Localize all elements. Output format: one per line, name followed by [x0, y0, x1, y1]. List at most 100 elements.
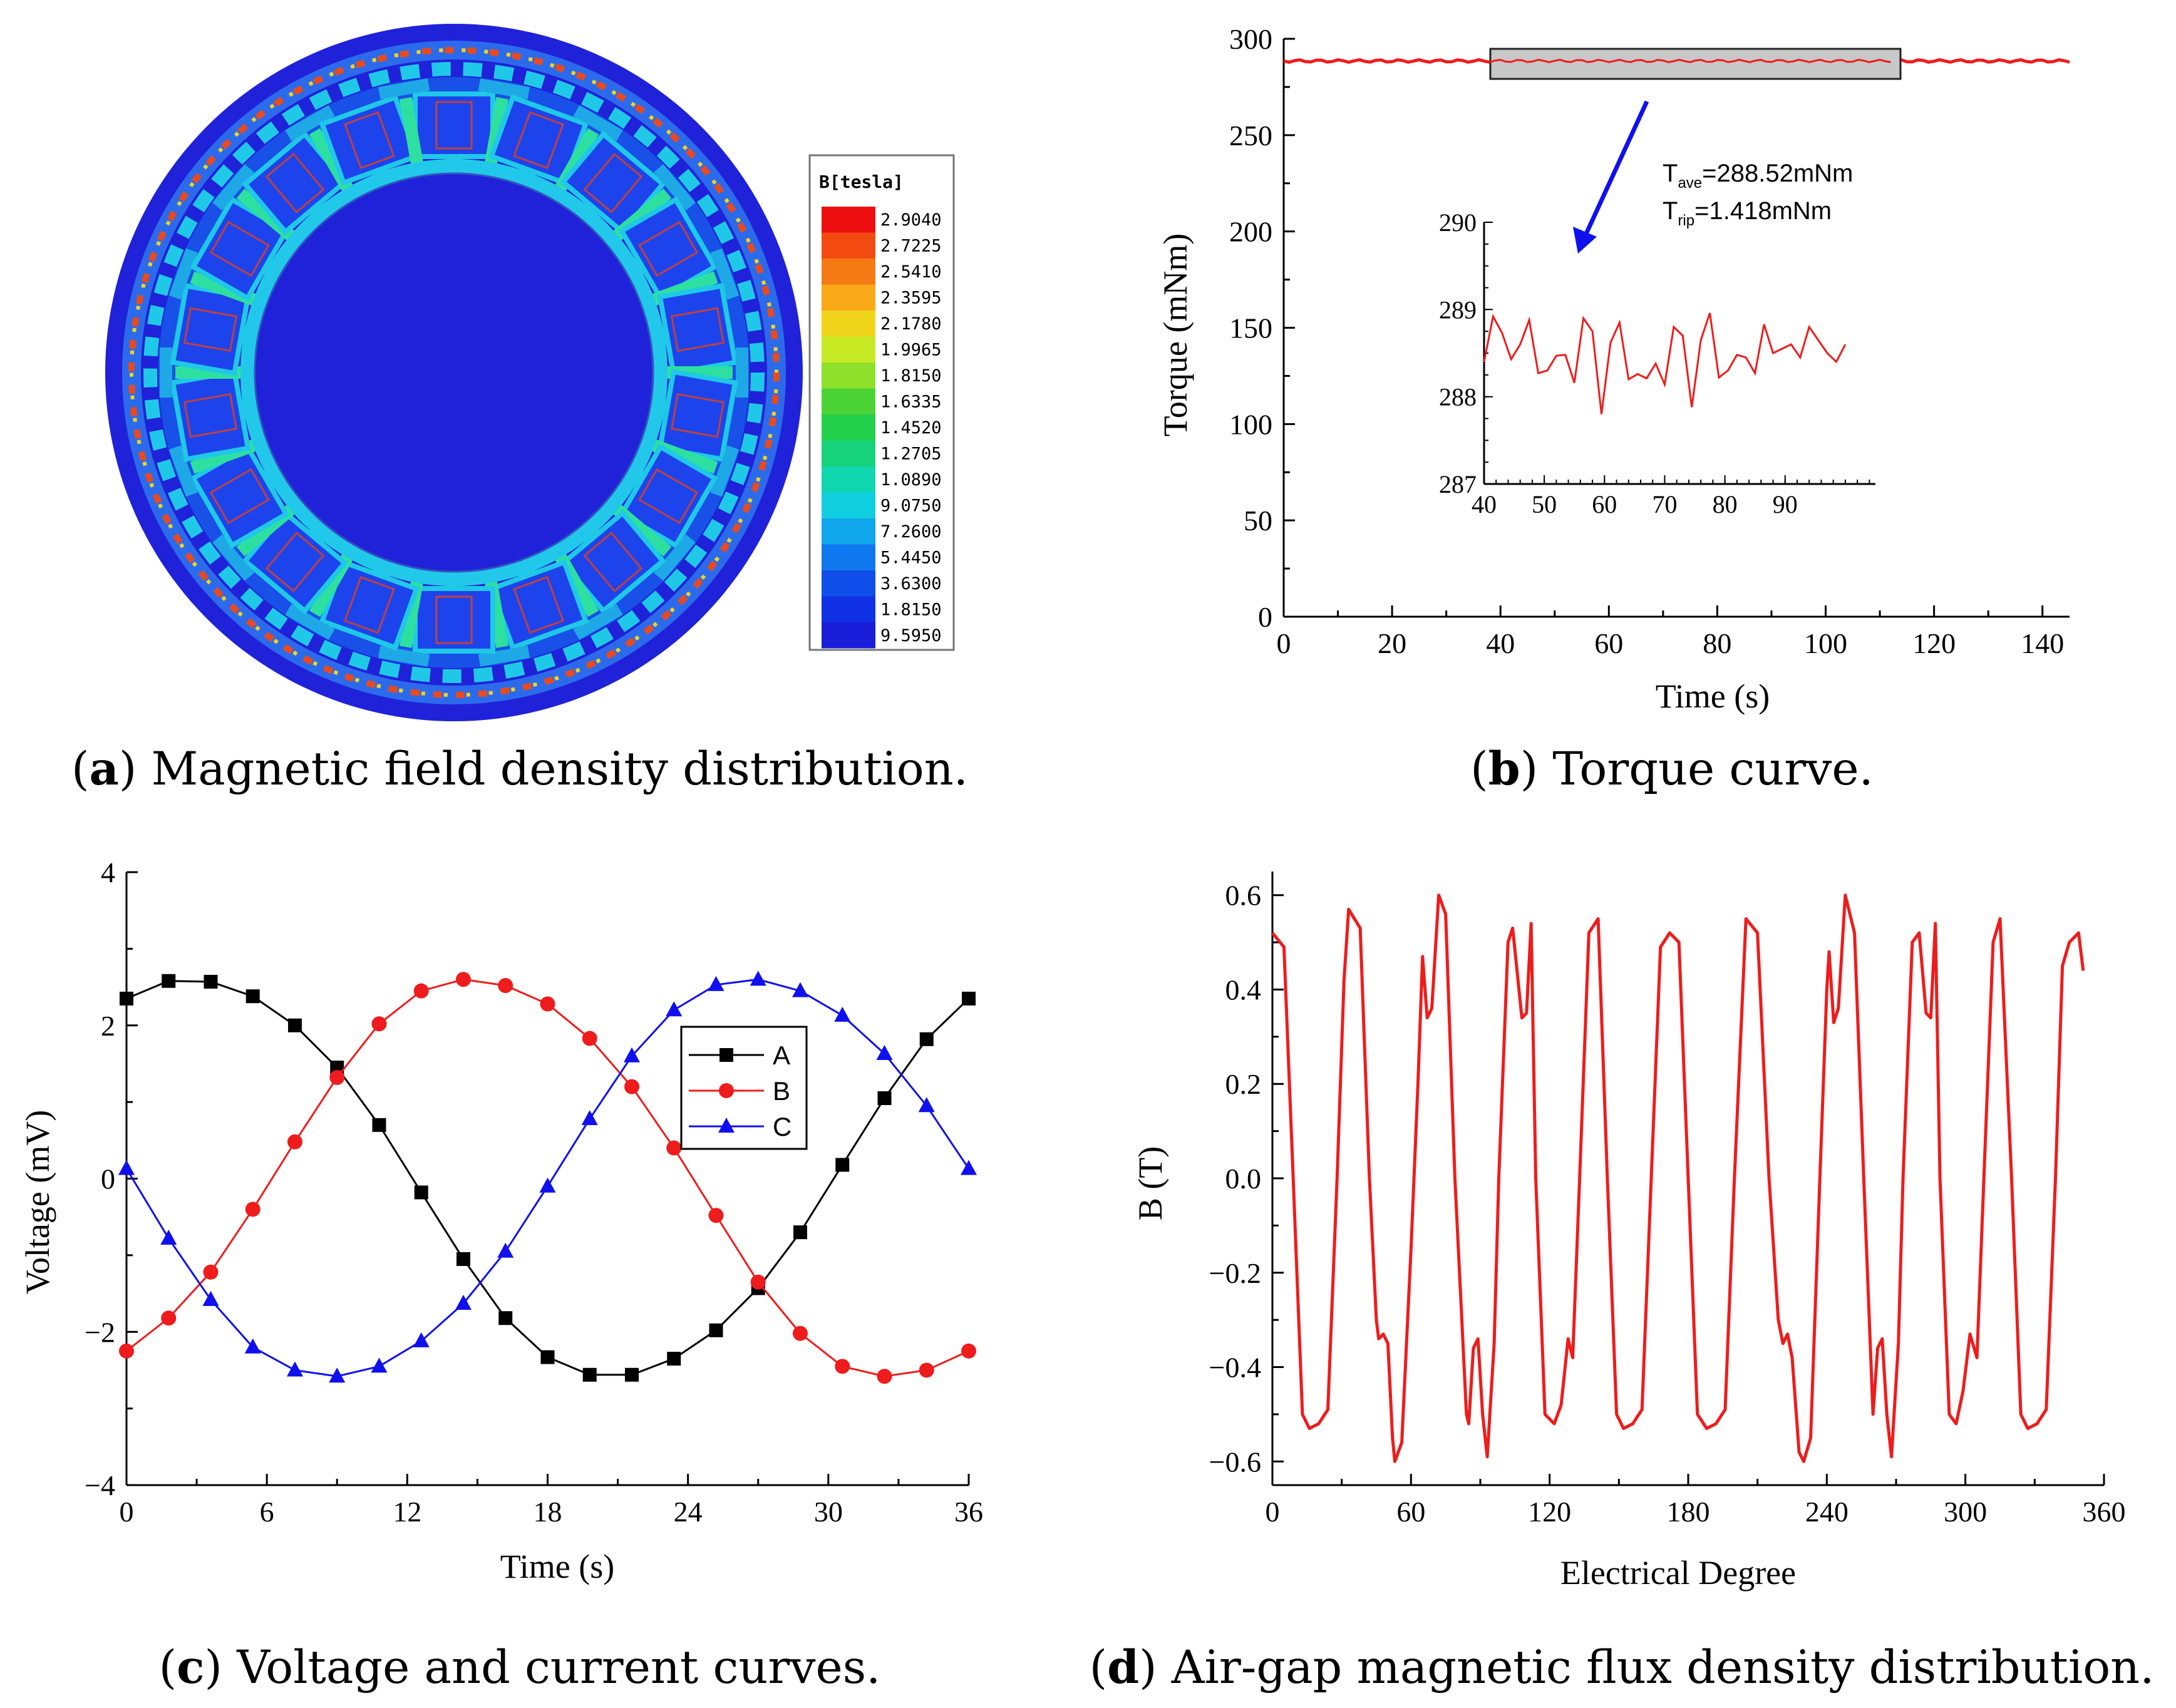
voltage-xtick-label: 12 [393, 1496, 421, 1528]
legend-swatch [822, 440, 875, 466]
voltage-ytick-label: 4 [101, 857, 115, 888]
marker-triangle [455, 1294, 472, 1310]
marker-circle [456, 972, 471, 987]
marker-circle [582, 1031, 597, 1046]
torque-ytick-label: 0 [1258, 601, 1272, 633]
marker-circle [329, 1069, 345, 1085]
marker-square [162, 974, 176, 988]
voltage-chart: Time (s) Voltage (mV) 0 6 12 18 24 30 36 −4−20… [19, 857, 983, 1585]
torque-xtick-label: 40 [1486, 627, 1515, 659]
legend-value: 2.9040 [880, 210, 942, 230]
torque-ytick-label: 50 [1244, 505, 1272, 537]
caption-b: (b) Torque curve. [1470, 742, 1874, 796]
inset-ytick-label: 288 [1439, 383, 1477, 411]
marker-square [456, 1252, 470, 1266]
legend-value: 1.8150 [880, 600, 942, 620]
stator-slot [413, 91, 495, 169]
inset-xtick-label: 80 [1713, 490, 1738, 518]
marker-triangle [624, 1047, 640, 1062]
inset-xtick-label: 40 [1472, 490, 1497, 518]
torque-xtick-label: 140 [2021, 627, 2064, 659]
zoom-arrow [1573, 100, 1649, 254]
inset-xtick-label: 70 [1652, 490, 1677, 518]
marker-triangle [581, 1110, 598, 1126]
torque-xtick-label: 80 [1703, 627, 1731, 659]
airgap-xtick-label: 120 [1528, 1496, 1571, 1528]
marker-triangle [750, 970, 766, 986]
marker-square [498, 1311, 513, 1325]
legend-swatch [822, 311, 875, 337]
marker-circle [877, 1369, 892, 1384]
marker-triangle [834, 1006, 851, 1022]
marker-triangle [666, 1001, 683, 1017]
marker-triangle [244, 1338, 261, 1354]
legend-title: B[tesla] [819, 172, 904, 192]
voltage-ytick-label: 0 [101, 1163, 115, 1195]
marker-circle [498, 978, 513, 994]
legend-value: 1.6335 [880, 393, 942, 412]
airgap-xtick-label: 60 [1396, 1496, 1425, 1528]
legend-swatch [822, 414, 875, 441]
torque-ytick-label: 150 [1229, 312, 1272, 344]
legend-value: 2.5410 [880, 262, 942, 282]
airgap-xtick-label: 240 [1805, 1496, 1849, 1528]
inset-ytick-label: 287 [1439, 470, 1477, 498]
torque-ylabel: Torque (mNm) [1157, 234, 1194, 437]
marker-triangle [961, 1160, 977, 1175]
marker-square [540, 1350, 555, 1364]
marker-triangle [287, 1361, 303, 1377]
torque-xtick-label: 0 [1277, 627, 1291, 659]
marker-circle [245, 1201, 260, 1217]
legend-swatch [822, 466, 875, 493]
legend-swatch [822, 259, 875, 285]
voltage-series-b [119, 972, 976, 1384]
legend-value: 1.0890 [880, 470, 942, 490]
inset-xtick-label: 90 [1773, 490, 1798, 518]
marker-circle [750, 1274, 766, 1290]
field-map-panel: B[tesla] 2.9040 2.7225 2.5410 2.3595 2.1780 1… [105, 24, 955, 721]
marker-triangle [202, 1290, 219, 1306]
motor-cross-section [105, 24, 803, 721]
voltage-xlabel: Time (s) [500, 1548, 615, 1585]
marker-circle [371, 1016, 387, 1032]
voltage-xtick-label: 36 [954, 1496, 983, 1528]
marker-square [793, 1225, 807, 1240]
marker-circle [919, 1362, 934, 1378]
voltage-ytick-label: −4 [85, 1469, 115, 1501]
marker-circle [119, 1343, 134, 1359]
marker-square [835, 1158, 850, 1172]
marker-square [719, 1048, 733, 1062]
marker-circle [793, 1325, 808, 1341]
caption-c: (c) Voltage and current curves. [158, 1640, 881, 1694]
airgap-xlabel: Electrical Degree [1560, 1554, 1796, 1592]
inset-ytick-label: 290 [1439, 208, 1477, 237]
marker-triangle [539, 1177, 556, 1193]
marker-square [709, 1323, 723, 1337]
marker-circle [540, 996, 555, 1012]
torque-ytick-label: 300 [1229, 23, 1272, 55]
airgap-ytick-label: −0.4 [1209, 1352, 1261, 1384]
inset-ytick-label: 289 [1439, 296, 1477, 324]
marker-triangle [497, 1242, 514, 1258]
torque-annotation: Tave=288.52mNm Trip=1.418mNm [1663, 160, 1853, 229]
caption-d: (d) Air-gap magnetic flux density distri… [1089, 1640, 2155, 1694]
marker-triangle [918, 1097, 935, 1113]
marker-triangle [371, 1357, 388, 1373]
airgap-chart: Electrical Degree B (T) 0 60 120 180 240 300 3… [1132, 872, 2126, 1592]
inset-series-line [1483, 312, 1847, 414]
airgap-series-line [1271, 893, 2085, 1463]
legend-value: 5.4450 [880, 548, 942, 568]
legend-value: 2.7225 [880, 237, 942, 256]
legend-swatch [822, 284, 875, 311]
marker-square [414, 1185, 428, 1200]
voltage-xtick-label: 24 [674, 1496, 703, 1528]
marker-triangle [792, 982, 808, 997]
legend-swatch [822, 336, 875, 363]
voltage-series-a [120, 974, 976, 1382]
airgap-ytick-label: 0.2 [1225, 1068, 1262, 1100]
voltage-ytick-label: 2 [101, 1010, 115, 1042]
marker-square [625, 1367, 639, 1382]
legend-value: 1.8150 [880, 366, 942, 386]
torque-inset-chart: 40 50 60 70 80 90 287 288 289 290 [1439, 208, 1875, 518]
marker-square [962, 991, 976, 1006]
